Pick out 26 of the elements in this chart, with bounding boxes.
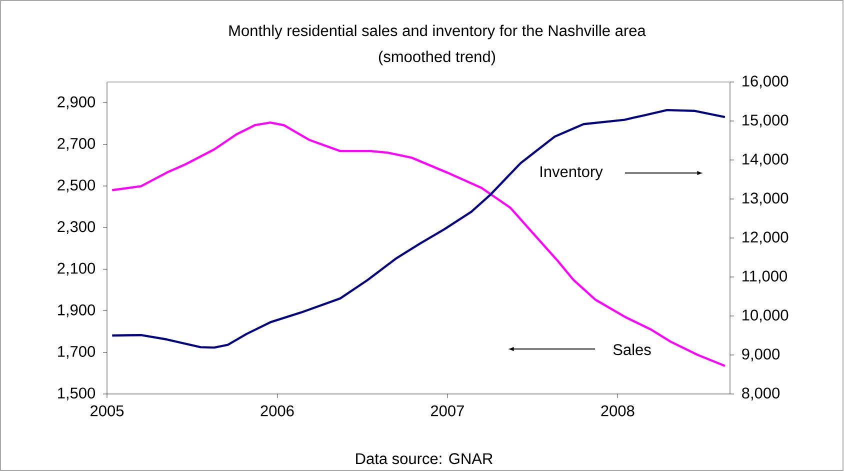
y-tick-label: 1,500 <box>58 388 96 400</box>
x-tick-label: 2008 <box>601 405 634 416</box>
y-tick-label: 1,900 <box>58 304 96 318</box>
y2-tick-label: 14,000 <box>742 154 788 166</box>
chart-title: Monthly residential sales and inventory for the Nashville area <box>229 24 646 40</box>
y-tick-label: 2,300 <box>58 221 96 234</box>
chart-subtitle: (smoothed trend) <box>378 50 496 66</box>
series-label: Sales <box>613 344 651 356</box>
source-note: Data source: GNAR <box>356 453 492 464</box>
y-tick-label: 2,700 <box>58 138 96 151</box>
y2-tick-label: 16,000 <box>742 76 788 88</box>
y2-tick-label: 10,000 <box>742 310 788 322</box>
y2-tick-label: 8,000 <box>742 388 780 400</box>
series-label: Inventory <box>540 166 603 180</box>
y-tick-label: 2,100 <box>58 262 96 276</box>
y2-tick-label: 12,000 <box>742 232 788 244</box>
y2-tick-label: 9,000 <box>742 348 780 362</box>
x-tick-label: 2005 <box>90 405 124 416</box>
y2-tick-label: 11,000 <box>742 270 788 284</box>
x-tick-label: 2006 <box>260 405 294 416</box>
y2-tick-label: 13,000 <box>742 192 788 206</box>
y2-tick-label: 15,000 <box>742 114 788 128</box>
y-tick-label: 2,900 <box>58 96 96 110</box>
x-tick-label: 2007 <box>430 405 464 416</box>
y-tick-label: 1,700 <box>58 346 96 359</box>
y-tick-label: 2,500 <box>58 180 96 192</box>
